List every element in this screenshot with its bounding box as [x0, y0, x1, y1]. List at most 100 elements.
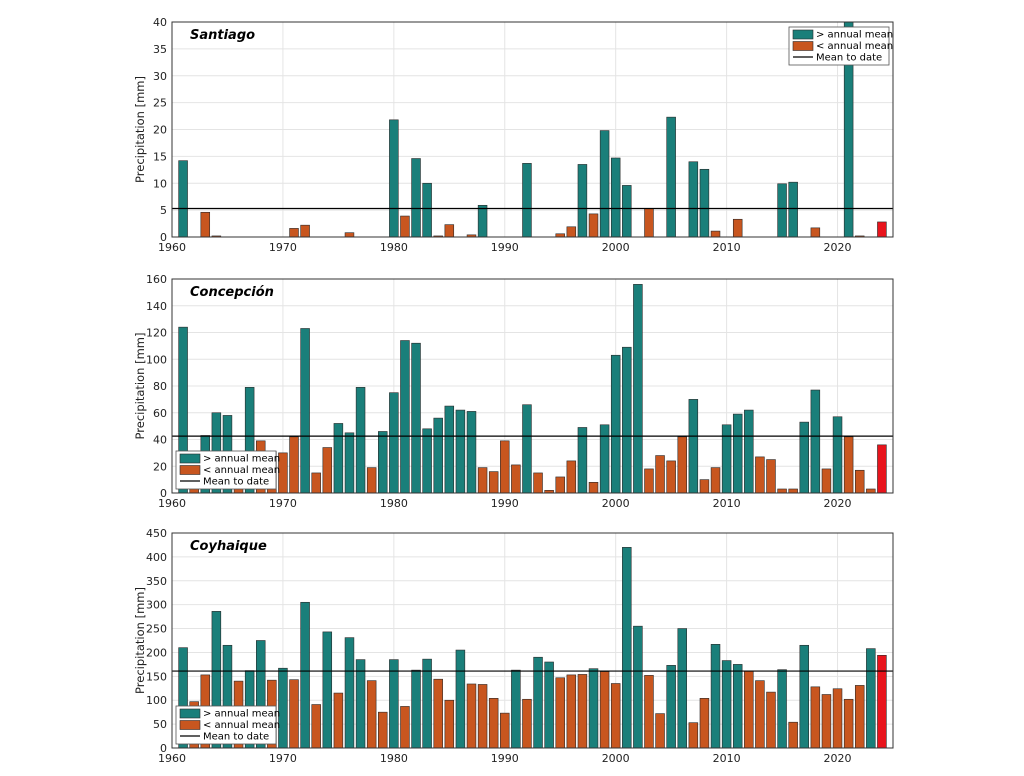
bar-1979	[378, 711, 388, 749]
y-tick-label: 10	[153, 177, 167, 190]
bar-1982	[411, 158, 421, 238]
bar-2013	[755, 680, 765, 749]
bar-2024	[877, 221, 887, 238]
panel-coyhaique: 1960 1970 1980 1990 2000 2010 2020 0 50 100 150 200…	[133, 527, 894, 765]
bar-1982	[411, 669, 421, 749]
bar-2022	[854, 685, 865, 749]
y-tick-label: 40	[153, 434, 167, 447]
bar-1979	[378, 431, 388, 494]
x-tick-label: 1990	[491, 752, 519, 765]
bar-2000	[610, 157, 621, 238]
bar-1971	[289, 679, 299, 749]
bar-1975	[333, 423, 344, 494]
bar-2007	[688, 399, 699, 494]
y-tick-label: 200	[146, 646, 167, 659]
bar-1997	[577, 427, 588, 494]
bar-1996	[566, 226, 577, 238]
bar-1977	[355, 387, 366, 494]
bar-1983	[422, 182, 432, 238]
bar-1986	[455, 409, 466, 494]
bar-1999	[599, 424, 610, 494]
bar-2011	[732, 218, 743, 238]
y-axis-label: Precipitation [mm]	[133, 333, 147, 440]
bar-1986	[455, 649, 466, 749]
bar-2020	[832, 416, 843, 494]
bar-2019	[821, 468, 832, 494]
legend-above-swatch	[179, 453, 201, 464]
legend-below-label: < annual mean	[203, 720, 280, 731]
bar-2014	[766, 691, 776, 749]
bar-1980	[389, 119, 399, 238]
legend-below-swatch	[179, 720, 201, 730]
bar-1999	[599, 671, 610, 749]
panel-santiago: 1960 1970 1980 1990 2000 2010 2020 0 5 10 15 20 25 30…	[133, 16, 894, 254]
x-tick-label: 1980	[380, 241, 408, 254]
x-tick-label: 1980	[380, 497, 408, 510]
bar-2023	[866, 648, 876, 749]
bar-2010	[721, 660, 732, 749]
y-tick-label: 20	[153, 124, 167, 137]
bar-1973	[311, 472, 321, 494]
bar-2017	[799, 421, 809, 494]
legend-above-label: > annual mean	[816, 30, 893, 41]
bar-1991	[511, 464, 521, 494]
legend-above-label: > annual mean	[203, 454, 280, 465]
bar-2007	[688, 722, 699, 749]
y-tick-label: 0	[160, 742, 167, 755]
bar-1974	[322, 631, 333, 749]
bar-2009	[710, 467, 721, 494]
bar-2014	[766, 459, 776, 494]
bar-1998	[588, 481, 599, 494]
y-tick-label: 100	[146, 353, 167, 366]
bar-1972	[300, 328, 310, 494]
bar-1995	[555, 476, 565, 494]
bar-1978	[366, 467, 377, 494]
bar-2003	[644, 468, 654, 494]
y-tick-label: 15	[153, 150, 167, 163]
y-tick-label: 35	[153, 43, 167, 56]
bar-1989	[488, 698, 499, 749]
y-tick-label: 80	[153, 380, 167, 393]
bar-2004	[655, 455, 665, 494]
x-tick-label: 2000	[602, 241, 630, 254]
bar-2002	[633, 284, 643, 494]
bar-1963	[200, 211, 211, 238]
bar-2018	[810, 227, 821, 238]
bar-2023	[866, 488, 876, 494]
bar-1976	[344, 432, 355, 494]
bar-1999	[599, 130, 610, 238]
bar-1988	[477, 204, 488, 238]
bar-2004	[655, 713, 665, 749]
y-tick-label: 400	[146, 551, 167, 564]
bar-1981	[400, 215, 410, 238]
bar-2016	[788, 181, 798, 238]
bar-1992	[522, 404, 532, 494]
bar-2009	[710, 644, 721, 749]
bar-2015	[777, 669, 787, 749]
bar-1984	[433, 678, 443, 749]
bar-1978	[366, 680, 377, 749]
bar-2008	[699, 479, 710, 494]
bar-1976	[344, 637, 355, 749]
x-tick-label: 2010	[713, 752, 741, 765]
bar-2019	[821, 694, 832, 749]
bar-1980	[389, 392, 399, 494]
legend-below-swatch	[179, 465, 201, 475]
legend-above-swatch	[792, 29, 814, 40]
y-tick-label: 300	[146, 599, 167, 612]
bar-1980	[389, 659, 399, 749]
bar-2018	[810, 389, 821, 494]
bar-1985	[444, 405, 455, 494]
y-tick-label: 350	[146, 575, 167, 588]
legend-above-swatch	[179, 708, 201, 719]
legend-below-label: < annual mean	[203, 465, 280, 476]
bar-2001	[622, 346, 632, 494]
bar-1995	[555, 677, 565, 749]
y-tick-label: 50	[153, 718, 167, 731]
bar-1981	[400, 340, 410, 494]
bar-2015	[777, 183, 787, 238]
bar-1971	[289, 436, 299, 494]
bar-2024	[877, 655, 887, 749]
